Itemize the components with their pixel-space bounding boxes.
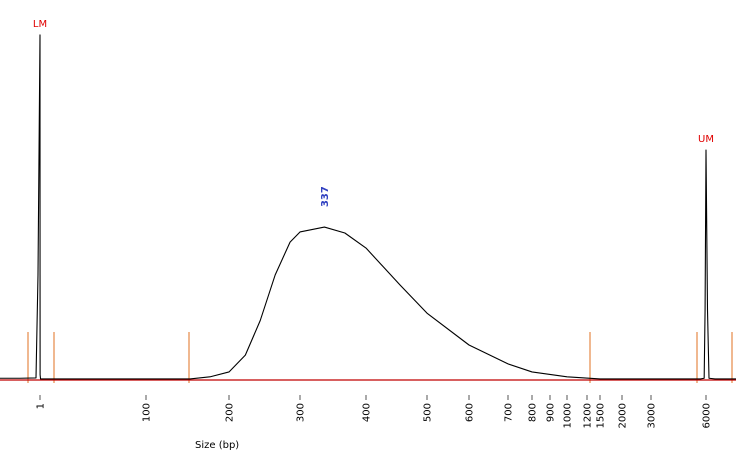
x-tick-label: 3000 [647, 403, 658, 428]
x-tick-label: 1200 [583, 403, 594, 428]
x-tick-label: 700 [504, 403, 515, 422]
x-tick-label: 2000 [618, 403, 629, 428]
x-tick-label: 500 [423, 403, 434, 422]
x-tick-label: 1 [36, 403, 47, 409]
x-tick-label: 400 [362, 403, 373, 422]
region-markers [27, 332, 733, 383]
x-tick-label: 900 [546, 403, 557, 422]
peak-marker-label: LM [33, 19, 47, 30]
x-axis-label: Size (bp) [195, 440, 239, 450]
x-tick-label: 100 [142, 403, 153, 422]
x-tick-label: 200 [225, 403, 236, 422]
peak-marker-label: UM [698, 134, 714, 145]
peak-size-label: 337 [320, 186, 331, 207]
x-tick-label: 800 [528, 403, 539, 422]
x-tick-label: 300 [296, 403, 307, 422]
trace [0, 34, 736, 380]
x-tick-label: 1500 [596, 403, 607, 428]
x-tick-label: 6000 [702, 403, 713, 428]
x-tick-label: 1000 [563, 403, 574, 428]
x-tick-label: 600 [465, 403, 476, 422]
